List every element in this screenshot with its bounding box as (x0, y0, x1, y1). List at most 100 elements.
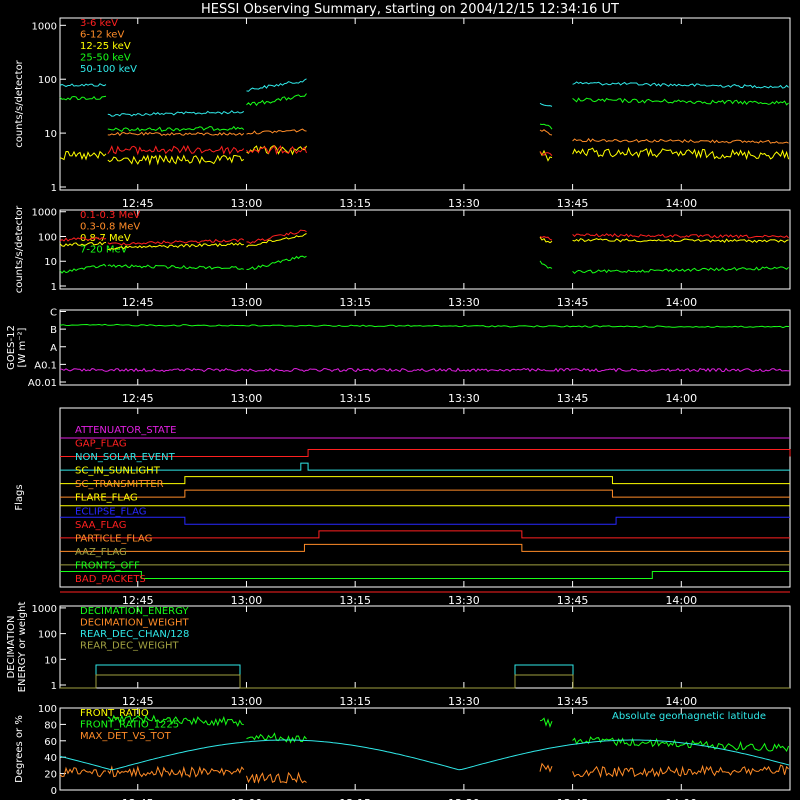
flag-label: FRONTS_OFF (75, 560, 140, 571)
x-tick-label: 13:45 (557, 197, 589, 210)
series-line (59, 150, 107, 161)
series-line (572, 137, 789, 144)
series-line (107, 765, 245, 779)
goes-short-trace (59, 367, 791, 373)
flag-line (60, 462, 790, 471)
panel-frame (59, 707, 791, 791)
y-tick-label: B (50, 325, 57, 336)
x-tick-label: 14:00 (665, 296, 697, 309)
legend-entry: MAX_DET_VS_TOT (80, 731, 172, 742)
flag-label: ATTENUATOR_STATE (75, 425, 176, 436)
flag-label: SC_IN_SUNLIGHT (75, 466, 161, 477)
series-trace-p2 (59, 229, 789, 246)
x-tick-label: 14:00 (665, 695, 697, 708)
flag-line (60, 449, 791, 458)
series-line (246, 93, 307, 107)
x-tick-label: 13:45 (557, 695, 589, 708)
series-trace-p1 (59, 93, 789, 133)
legend-entry: REAR_DEC_CHAN/128 (80, 629, 189, 640)
flag-label: GAP_FLAG (75, 439, 127, 450)
x-tick-label: 13:00 (231, 197, 263, 210)
y-tick-label: 80 (44, 720, 57, 731)
flag-label: AAZ_FLAG (75, 547, 127, 558)
series-line (539, 151, 553, 156)
x-tick-label: 13:30 (448, 695, 480, 708)
x-tick-label: 12:45 (122, 695, 154, 708)
series-line (572, 97, 789, 106)
series-trace-p6 (59, 762, 789, 784)
flag-line (60, 516, 790, 525)
x-tick-label: 13:30 (448, 197, 480, 210)
series-line (107, 714, 244, 728)
y-tick-label: 10 (44, 655, 57, 666)
y-tick-label: 100 (38, 704, 57, 715)
series-line (107, 131, 245, 137)
flag-line (60, 476, 790, 485)
flag-line (60, 530, 790, 539)
panel-frame (59, 17, 791, 191)
series-line (572, 233, 789, 239)
series-line (572, 266, 789, 274)
flag-label: FLARE_FLAG (75, 493, 138, 504)
y-tick-label: 20 (44, 770, 57, 781)
y-tick-label: 10 (44, 129, 57, 140)
series-trace-p1 (59, 145, 790, 166)
x-tick-label: 13:30 (448, 797, 480, 800)
y-axis-label: counts/s/detector (14, 59, 25, 147)
flag-line (60, 570, 790, 579)
series-line (246, 255, 307, 271)
series-line (246, 78, 307, 92)
series-line (539, 102, 553, 107)
y-tick-label: A0.1 (34, 360, 57, 371)
series-line (246, 145, 307, 156)
legend-entry: 25-50 keV (80, 53, 131, 64)
panel-p2: 12:45 13:00 13:15 13:30 13:45 14:00 counts/s/d… (14, 205, 791, 309)
x-tick-label: 13:30 (448, 594, 480, 607)
legend-entry: 6-12 keV (80, 30, 124, 41)
x-tick-label: 14:00 (665, 594, 697, 607)
y-tick-label: 100 (38, 630, 57, 641)
flag-label: PARTICLE_FLAG (75, 533, 152, 544)
series-line (572, 146, 790, 161)
series-line (539, 762, 553, 773)
x-tick-label: 13:30 (448, 392, 480, 405)
x-tick-label: 13:15 (339, 296, 371, 309)
y-tick-label: 1 (51, 282, 57, 293)
y-axis-label: Degrees or % (14, 715, 25, 783)
x-tick-label: 14:00 (665, 392, 697, 405)
x-tick-label: 12:45 (122, 197, 154, 210)
x-tick-label: 12:45 (122, 392, 154, 405)
y-axis-label: counts/s/detector (14, 205, 25, 293)
series-trace-p2 (59, 255, 789, 274)
x-tick-label: 12:45 (122, 797, 154, 800)
series-line (539, 123, 553, 130)
flag-label: NON_SOLAR_EVENT (75, 452, 176, 463)
panel-p3: 12:45 13:00 13:15 13:30 13:45 14:00 GOES-12 [W … (6, 308, 791, 405)
series-line (572, 238, 789, 243)
series-line (59, 236, 107, 242)
legend-entry: DECIMATION_ENERGY (80, 606, 189, 617)
x-tick-label: 13:15 (339, 797, 371, 800)
series-line (107, 154, 245, 166)
y-tick-label: A0.01 (28, 378, 57, 389)
flag-line (60, 489, 790, 498)
x-tick-label: 13:45 (557, 296, 589, 309)
panel-frame (59, 209, 791, 290)
series-trace-p1 (59, 78, 789, 117)
series-line (539, 236, 553, 241)
x-tick-label: 12:45 (122, 296, 154, 309)
x-tick-label: 13:45 (557, 797, 589, 800)
series-line (572, 764, 789, 779)
y-tick-label: 0 (51, 786, 57, 797)
flag-label: SAA_FLAG (75, 520, 126, 531)
rear-dec-weight-trace (60, 674, 790, 689)
x-tick-label: 14:00 (665, 797, 697, 800)
series-line (59, 95, 107, 101)
legend-entry: 7-20 MeV (80, 245, 128, 256)
series-line (107, 264, 244, 270)
y-axis-label: GOES-12 (6, 325, 17, 370)
x-tick-label: 13:00 (231, 695, 263, 708)
series-line (107, 110, 245, 117)
y-tick-label: 10 (44, 257, 57, 268)
